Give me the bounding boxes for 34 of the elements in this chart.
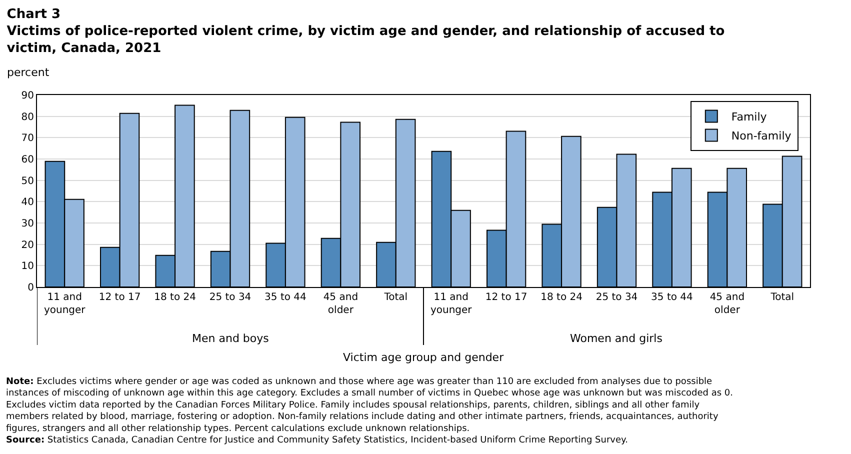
legend-label: Non-family [731, 130, 792, 143]
x-tick-label: 11 and younger [430, 292, 473, 316]
chart-title: Chart 3 [6, 7, 61, 22]
x-tick-label: 45 and older [710, 292, 745, 316]
x-tick-label: 35 to 44 [651, 292, 693, 303]
legend-label: Family [731, 110, 768, 124]
y-axis-title: percent [7, 66, 50, 79]
x-tick-label: Total [383, 292, 408, 303]
y-tick-label: 60 [21, 154, 34, 166]
x-tick-label: 18 to 24 [540, 292, 582, 303]
x-tick-label: 25 to 34 [596, 292, 638, 303]
y-tick-label: 0 [28, 282, 34, 294]
text: Women and girls [570, 332, 663, 345]
x-tick-label: 18 to 24 [154, 292, 196, 303]
x-tick-label: 12 to 17 [485, 292, 528, 303]
x-tick-label: 25 to 34 [209, 292, 252, 303]
x-tick-label: Total [770, 292, 794, 303]
y-tick-label: 90 [21, 90, 34, 102]
chart-subtitle: Victims of police-reported violent crime, by victim age and gender, and relationship of accused to victim, Canada, 2021 [6, 24, 725, 56]
y-tick-label: 70 [21, 133, 34, 144]
x-tick-label: 35 to 44 [264, 292, 306, 303]
y-tick-label: 10 [21, 261, 34, 272]
text: Men and boys [192, 332, 270, 345]
y-tick-label: 30 [21, 218, 34, 230]
y-tick-label: 50 [21, 176, 34, 187]
text: Note: Excludes victims where gender or age was coded as unknown and those where age was greater than 110 are excluded from analyses due to possible instances of miscoding of unknown age within this age category. Excludes a small number of victims in Quebec whose age was unknown but was miscoded as 0. Excludes victim data reported by the Canadian Forces Military Police. Family includes spousal relationships, parents, children, siblings and all other family members related by blood, marriage, fostering or adoption. Non-family relations include dating and other intimate partners, friends, acquaintances, authority figures, strangers and all other relationship types. Percent calculations exclude unknown relationships. [6, 377, 734, 434]
x-axis-title: Victim age group and gender [343, 351, 504, 364]
x-tick-label: 45 and older [323, 292, 358, 316]
x-tick-label: 11 and younger [44, 292, 86, 316]
source-note: Source: Statistics Canada, Canadian Centre for Justice and Community Safety Statistics, Incident-based Uniform Crime Reporting Survey. [6, 436, 628, 446]
y-tick-label: 40 [21, 197, 34, 208]
y-tick-label: 20 [21, 240, 34, 251]
x-tick-label: 12 to 17 [98, 292, 141, 303]
y-tick-label: 80 [21, 112, 34, 123]
